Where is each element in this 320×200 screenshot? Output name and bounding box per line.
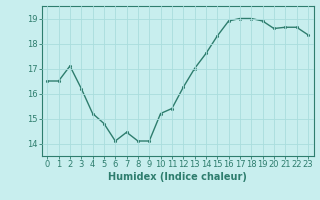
X-axis label: Humidex (Indice chaleur): Humidex (Indice chaleur) <box>108 172 247 182</box>
